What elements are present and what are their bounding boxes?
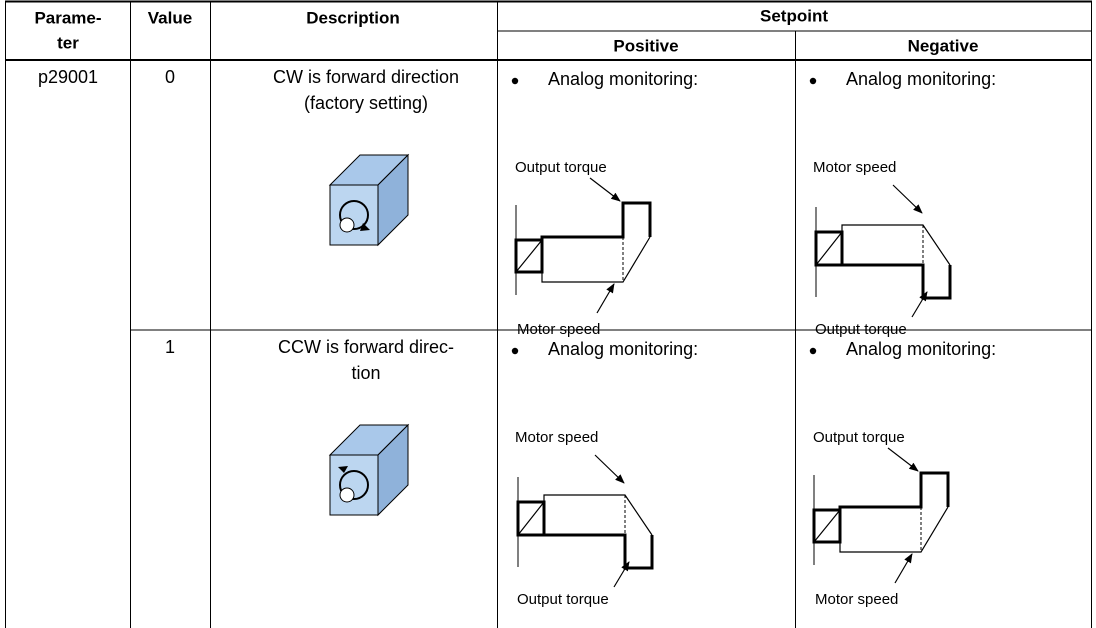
arrow — [892, 184, 923, 214]
motor-body — [329, 154, 409, 246]
description: CW is forward direction — [273, 67, 459, 87]
waveform — [813, 506, 949, 553]
arrow — [894, 553, 913, 584]
value: 1 — [165, 337, 175, 357]
bottom-label: Output torque — [815, 321, 907, 338]
waveform — [517, 494, 653, 536]
description: tion — [351, 363, 380, 383]
arrow — [613, 561, 630, 588]
bullet — [809, 347, 817, 355]
bottom-label: Motor speed — [517, 321, 600, 338]
arrow — [589, 177, 621, 202]
top-label: Output torque — [813, 429, 905, 446]
header-positive: Positive — [613, 36, 678, 55]
rotation — [339, 470, 369, 500]
arrow — [911, 291, 928, 318]
table-lines — [5, 0, 1092, 628]
rotation-arrow — [338, 466, 348, 473]
motor-icon — [329, 424, 409, 516]
bullet-text: Analog monitoring: — [548, 69, 698, 89]
value: 0 — [165, 67, 175, 87]
top-label: Motor speed — [515, 429, 598, 446]
waveform — [514, 201, 652, 274]
bullet — [809, 77, 817, 85]
rotation — [339, 200, 369, 230]
description: (factory setting) — [304, 93, 428, 113]
header-parameter: ter — [57, 33, 79, 52]
parameter: p29001 — [38, 67, 98, 87]
waveform — [515, 236, 651, 283]
waveform — [814, 230, 952, 300]
waveform — [812, 471, 950, 544]
bottom-label: Output torque — [517, 591, 609, 608]
top-label: Motor speed — [813, 159, 896, 176]
waveform — [815, 224, 951, 266]
shaft — [339, 487, 355, 503]
bottom-label: Motor speed — [815, 591, 898, 608]
motor-icon — [329, 154, 409, 246]
top-label: Output torque — [515, 159, 607, 176]
waveform — [516, 500, 654, 570]
header-setpoint: Setpoint — [760, 6, 828, 25]
arrow — [594, 454, 625, 484]
bullet-text: Analog monitoring: — [548, 339, 698, 359]
rotation-arrow — [360, 223, 370, 231]
shaft — [339, 217, 355, 233]
header-value: Value — [148, 8, 192, 27]
header-negative: Negative — [908, 36, 979, 55]
arrow — [887, 447, 919, 472]
header-parameter: Parame- — [34, 8, 101, 27]
header-description: Description — [306, 8, 400, 27]
arrow — [596, 283, 615, 314]
bullet-text: Analog monitoring: — [846, 339, 996, 359]
bullet — [511, 77, 519, 85]
description: CCW is forward direc- — [278, 337, 454, 357]
bullet-text: Analog monitoring: — [846, 69, 996, 89]
bullet — [511, 347, 519, 355]
